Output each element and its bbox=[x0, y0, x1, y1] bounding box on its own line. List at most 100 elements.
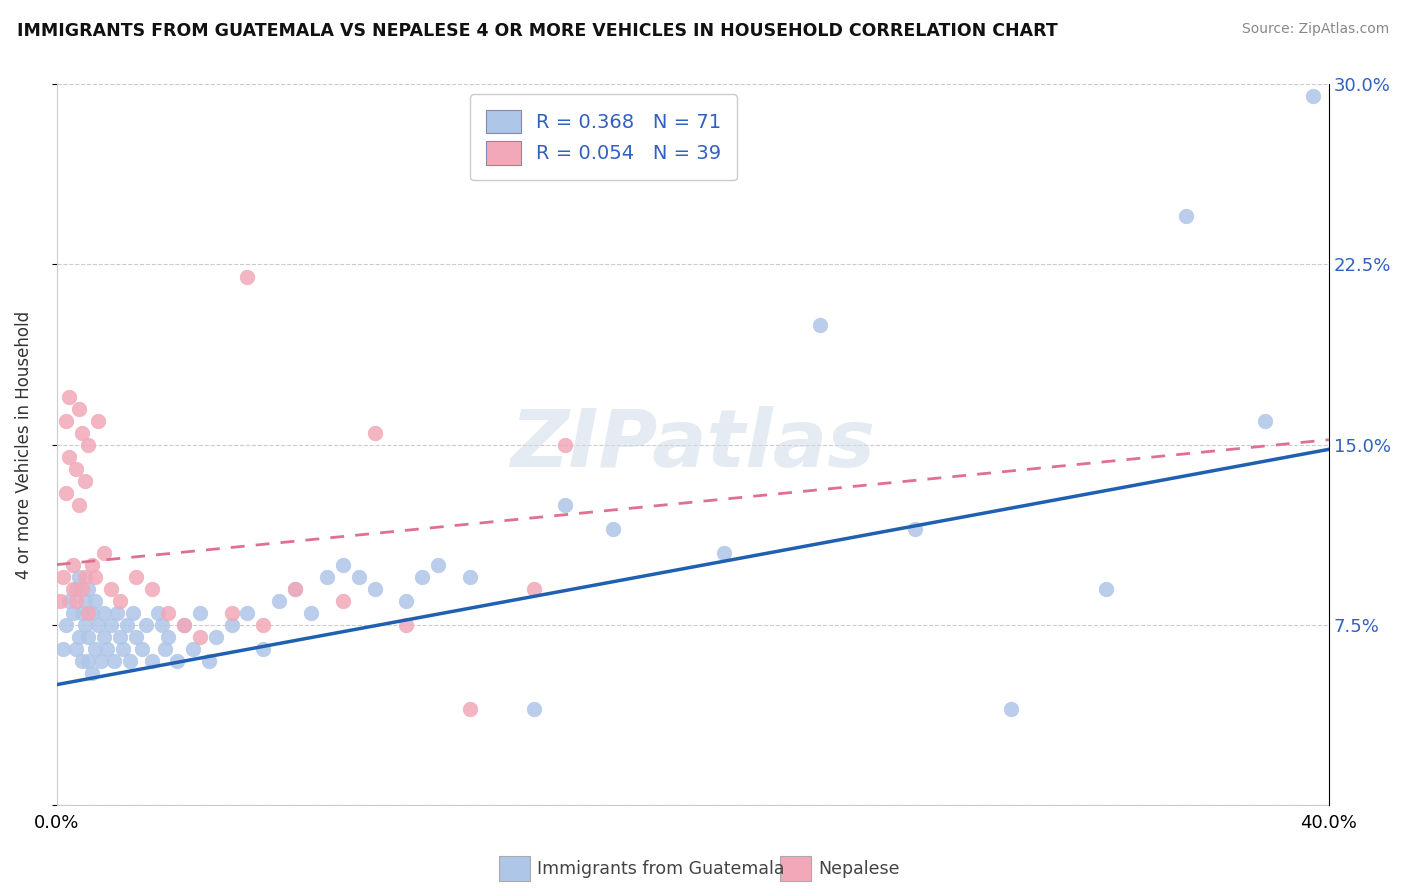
Point bbox=[554, 498, 576, 512]
Point bbox=[77, 437, 100, 451]
Point bbox=[80, 558, 103, 572]
Point bbox=[166, 654, 188, 668]
Point bbox=[316, 569, 339, 583]
Point bbox=[70, 654, 93, 668]
Point bbox=[141, 582, 163, 596]
Point bbox=[70, 425, 93, 440]
Point bbox=[153, 641, 176, 656]
Point bbox=[602, 522, 624, 536]
Point bbox=[332, 593, 354, 607]
Point bbox=[131, 641, 153, 656]
Point bbox=[395, 617, 418, 632]
Point bbox=[58, 450, 80, 464]
Point bbox=[125, 569, 148, 583]
Point bbox=[135, 617, 157, 632]
Point bbox=[188, 630, 211, 644]
Point bbox=[204, 630, 226, 644]
Point bbox=[80, 665, 103, 680]
Point bbox=[198, 654, 221, 668]
Point bbox=[904, 522, 927, 536]
Point bbox=[458, 701, 481, 715]
Point bbox=[90, 654, 112, 668]
Point bbox=[52, 569, 75, 583]
Point bbox=[332, 558, 354, 572]
Point bbox=[100, 582, 122, 596]
Point bbox=[141, 654, 163, 668]
Point bbox=[62, 558, 84, 572]
Point bbox=[427, 558, 450, 572]
Point bbox=[110, 630, 132, 644]
Legend: R = 0.368   N = 71, R = 0.054   N = 39: R = 0.368 N = 71, R = 0.054 N = 39 bbox=[470, 95, 737, 180]
Point bbox=[77, 654, 100, 668]
Point bbox=[284, 582, 307, 596]
Point bbox=[100, 617, 122, 632]
Point bbox=[347, 569, 370, 583]
Point bbox=[118, 654, 141, 668]
Point bbox=[125, 630, 148, 644]
Point bbox=[65, 582, 87, 596]
Point bbox=[236, 606, 259, 620]
Point bbox=[363, 425, 385, 440]
Point bbox=[221, 606, 243, 620]
Point bbox=[554, 437, 576, 451]
Point bbox=[363, 582, 385, 596]
Point bbox=[252, 641, 274, 656]
Point bbox=[55, 485, 77, 500]
Point bbox=[299, 606, 322, 620]
Point bbox=[83, 569, 105, 583]
Point bbox=[62, 582, 84, 596]
Point bbox=[1000, 701, 1022, 715]
Point bbox=[75, 617, 97, 632]
Point bbox=[150, 617, 173, 632]
Point bbox=[70, 606, 93, 620]
Point bbox=[83, 641, 105, 656]
Point bbox=[52, 641, 75, 656]
Point bbox=[80, 606, 103, 620]
Point bbox=[67, 630, 90, 644]
Point bbox=[77, 606, 100, 620]
Point bbox=[183, 641, 205, 656]
Point bbox=[77, 582, 100, 596]
Point bbox=[188, 606, 211, 620]
Point bbox=[105, 606, 128, 620]
Point bbox=[395, 593, 418, 607]
Point bbox=[75, 569, 97, 583]
Text: Immigrants from Guatemala: Immigrants from Guatemala bbox=[537, 860, 785, 878]
Point bbox=[75, 474, 97, 488]
Point bbox=[252, 617, 274, 632]
Point bbox=[62, 606, 84, 620]
Point bbox=[523, 582, 546, 596]
Point bbox=[112, 641, 135, 656]
Y-axis label: 4 or more Vehicles in Household: 4 or more Vehicles in Household bbox=[15, 310, 32, 579]
Point bbox=[458, 569, 481, 583]
Point bbox=[67, 569, 90, 583]
Point bbox=[173, 617, 195, 632]
Point bbox=[87, 413, 110, 427]
Point bbox=[411, 569, 433, 583]
Text: Source: ZipAtlas.com: Source: ZipAtlas.com bbox=[1241, 22, 1389, 37]
Point bbox=[1302, 89, 1324, 103]
Point bbox=[713, 546, 735, 560]
Text: ZIPatlas: ZIPatlas bbox=[510, 406, 875, 483]
Point bbox=[110, 593, 132, 607]
Point bbox=[148, 606, 170, 620]
Point bbox=[156, 630, 179, 644]
Point bbox=[67, 401, 90, 416]
Point bbox=[1095, 582, 1118, 596]
Point bbox=[83, 593, 105, 607]
Point bbox=[70, 582, 93, 596]
Point bbox=[808, 318, 831, 332]
Point bbox=[87, 617, 110, 632]
Point bbox=[523, 701, 546, 715]
Point bbox=[65, 593, 87, 607]
Point bbox=[269, 593, 291, 607]
Point bbox=[103, 654, 125, 668]
Point bbox=[93, 606, 115, 620]
Point bbox=[65, 641, 87, 656]
Point bbox=[93, 546, 115, 560]
Point bbox=[93, 630, 115, 644]
Point bbox=[67, 498, 90, 512]
Point bbox=[1174, 210, 1197, 224]
Point bbox=[1254, 413, 1277, 427]
Point bbox=[58, 390, 80, 404]
